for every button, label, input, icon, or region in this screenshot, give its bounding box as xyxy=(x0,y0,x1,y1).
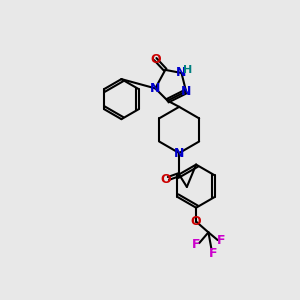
Text: O: O xyxy=(150,52,160,66)
Text: N: N xyxy=(174,146,184,160)
Text: N: N xyxy=(150,82,160,95)
Text: H: H xyxy=(183,65,192,75)
Text: N: N xyxy=(181,85,191,98)
Text: F: F xyxy=(209,247,217,260)
Text: F: F xyxy=(217,233,225,247)
Text: O: O xyxy=(191,215,201,228)
Text: O: O xyxy=(160,173,171,187)
Text: N: N xyxy=(176,67,187,80)
Text: F: F xyxy=(192,238,200,251)
